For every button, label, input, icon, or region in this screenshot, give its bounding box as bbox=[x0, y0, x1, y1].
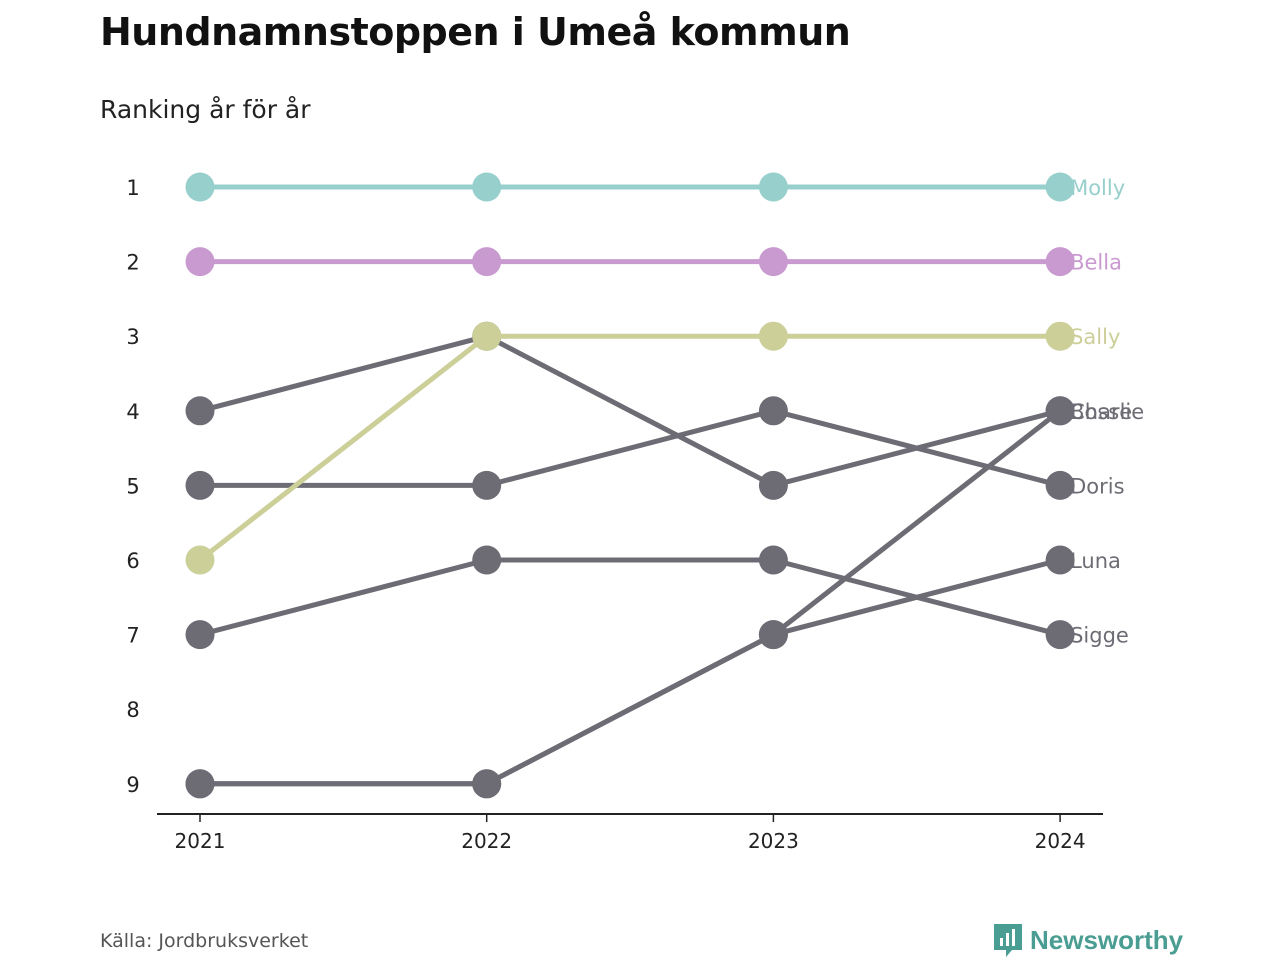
x-tick-label: 2024 bbox=[1035, 829, 1086, 853]
source-note: Källa: Jordbruksverket bbox=[100, 930, 309, 952]
point-sigge bbox=[472, 545, 502, 575]
y-tick-label: 5 bbox=[126, 474, 139, 498]
point-bella bbox=[472, 247, 502, 277]
series-label-charlie: Charlie bbox=[1070, 400, 1144, 424]
series-line-luna bbox=[197, 557, 1063, 787]
series-label-molly: Molly bbox=[1070, 176, 1125, 200]
point-doris bbox=[185, 470, 215, 500]
point-charlie bbox=[185, 396, 215, 426]
brand-logo: Newsworthy bbox=[992, 922, 1183, 958]
y-tick-label: 6 bbox=[126, 549, 139, 573]
point-charlie bbox=[1045, 396, 1075, 426]
point-sally bbox=[472, 321, 502, 351]
point-sally bbox=[185, 545, 215, 575]
y-tick-label: 4 bbox=[126, 400, 139, 424]
point-molly bbox=[472, 172, 502, 202]
y-tick-label: 1 bbox=[126, 176, 139, 200]
chart-title: Hundnamnstoppen i Umeå kommun bbox=[100, 10, 851, 54]
x-tick-label: 2022 bbox=[461, 829, 512, 853]
point-doris bbox=[758, 396, 788, 426]
point-doris bbox=[472, 470, 502, 500]
point-sigge bbox=[185, 620, 215, 650]
brand-name: Newsworthy bbox=[1030, 924, 1184, 955]
point-bella bbox=[185, 247, 215, 277]
y-tick-label: 9 bbox=[126, 773, 139, 797]
series-label-luna: Luna bbox=[1070, 549, 1121, 573]
point-molly bbox=[185, 172, 215, 202]
series-label-bosse: Bosse bbox=[1070, 400, 1132, 424]
x-tick-label: 2021 bbox=[175, 829, 226, 853]
series-label-sigge: Sigge bbox=[1070, 624, 1129, 648]
point-sigge bbox=[1045, 620, 1075, 650]
series-line-sally bbox=[197, 333, 1063, 563]
y-tick-label: 7 bbox=[126, 624, 139, 648]
point-luna bbox=[185, 769, 215, 799]
x-tick-label: 2023 bbox=[748, 829, 799, 853]
series-label-sally: Sally bbox=[1070, 325, 1120, 349]
series-label-doris: Doris bbox=[1070, 474, 1124, 498]
series-label-bella: Bella bbox=[1070, 251, 1122, 275]
point-molly bbox=[758, 172, 788, 202]
point-sigge bbox=[758, 545, 788, 575]
newsworthy-icon bbox=[994, 924, 1022, 957]
point-molly bbox=[1045, 172, 1075, 202]
point-sally bbox=[758, 321, 788, 351]
series-line-sigge bbox=[197, 557, 1063, 638]
series-line-doris bbox=[197, 408, 1063, 488]
y-tick-label: 8 bbox=[126, 698, 139, 722]
y-tick-label: 2 bbox=[126, 251, 139, 275]
y-tick-label: 3 bbox=[126, 325, 139, 349]
point-bella bbox=[758, 247, 788, 277]
chart-subtitle: Ranking år för år bbox=[100, 95, 311, 124]
point-luna bbox=[472, 769, 502, 799]
point-bella bbox=[1045, 247, 1075, 277]
point-luna bbox=[758, 620, 788, 650]
series-line-charlie bbox=[197, 333, 1063, 488]
point-doris bbox=[1045, 470, 1075, 500]
point-luna bbox=[1045, 545, 1075, 575]
series-line-bosse bbox=[197, 408, 1063, 787]
point-sally bbox=[1045, 321, 1075, 351]
point-charlie bbox=[758, 470, 788, 500]
